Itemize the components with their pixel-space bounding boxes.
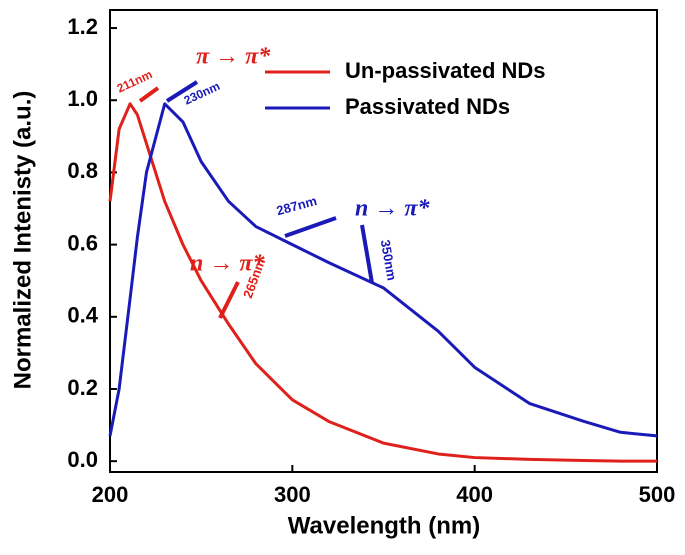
series-line [108,102,658,438]
y-axis-label: Normalized Intenisty (a.u.) [9,91,36,390]
y-tick-label: 1.0 [67,86,98,111]
series-line [108,102,657,463]
arrow [284,216,337,238]
y-tick-label: 0.0 [67,447,98,472]
plot-frame [109,9,658,473]
annotation: n → π* [355,196,430,222]
legend-label: Un-passivated NDs [345,58,546,83]
annotation: π → π* [196,44,271,70]
y-tick-label: 0.6 [67,230,98,255]
arrows [138,80,374,319]
arrow [218,281,240,319]
x-tick-label: 500 [639,482,676,507]
annotation: 211nm [115,67,155,95]
legend-label: Passivated NDs [345,94,510,119]
arrow [138,86,160,103]
y-tick-label: 1.2 [67,14,98,39]
arrow [165,80,199,103]
annotation: 350nm [378,239,400,282]
x-tick-label: 200 [92,482,129,507]
x-axis-label: Wavelength (nm) [288,512,480,539]
x-tick-label: 400 [456,482,493,507]
y-tick-label: 0.8 [67,158,98,183]
annotation: 230nm [182,79,222,108]
x-tick-label: 300 [274,482,311,507]
y-tick-label: 0.4 [67,303,98,328]
y-tick-label: 0.2 [67,375,98,400]
annotation: n → π* [190,251,265,277]
annotation: 287nm [275,193,319,218]
arrow [360,224,374,284]
